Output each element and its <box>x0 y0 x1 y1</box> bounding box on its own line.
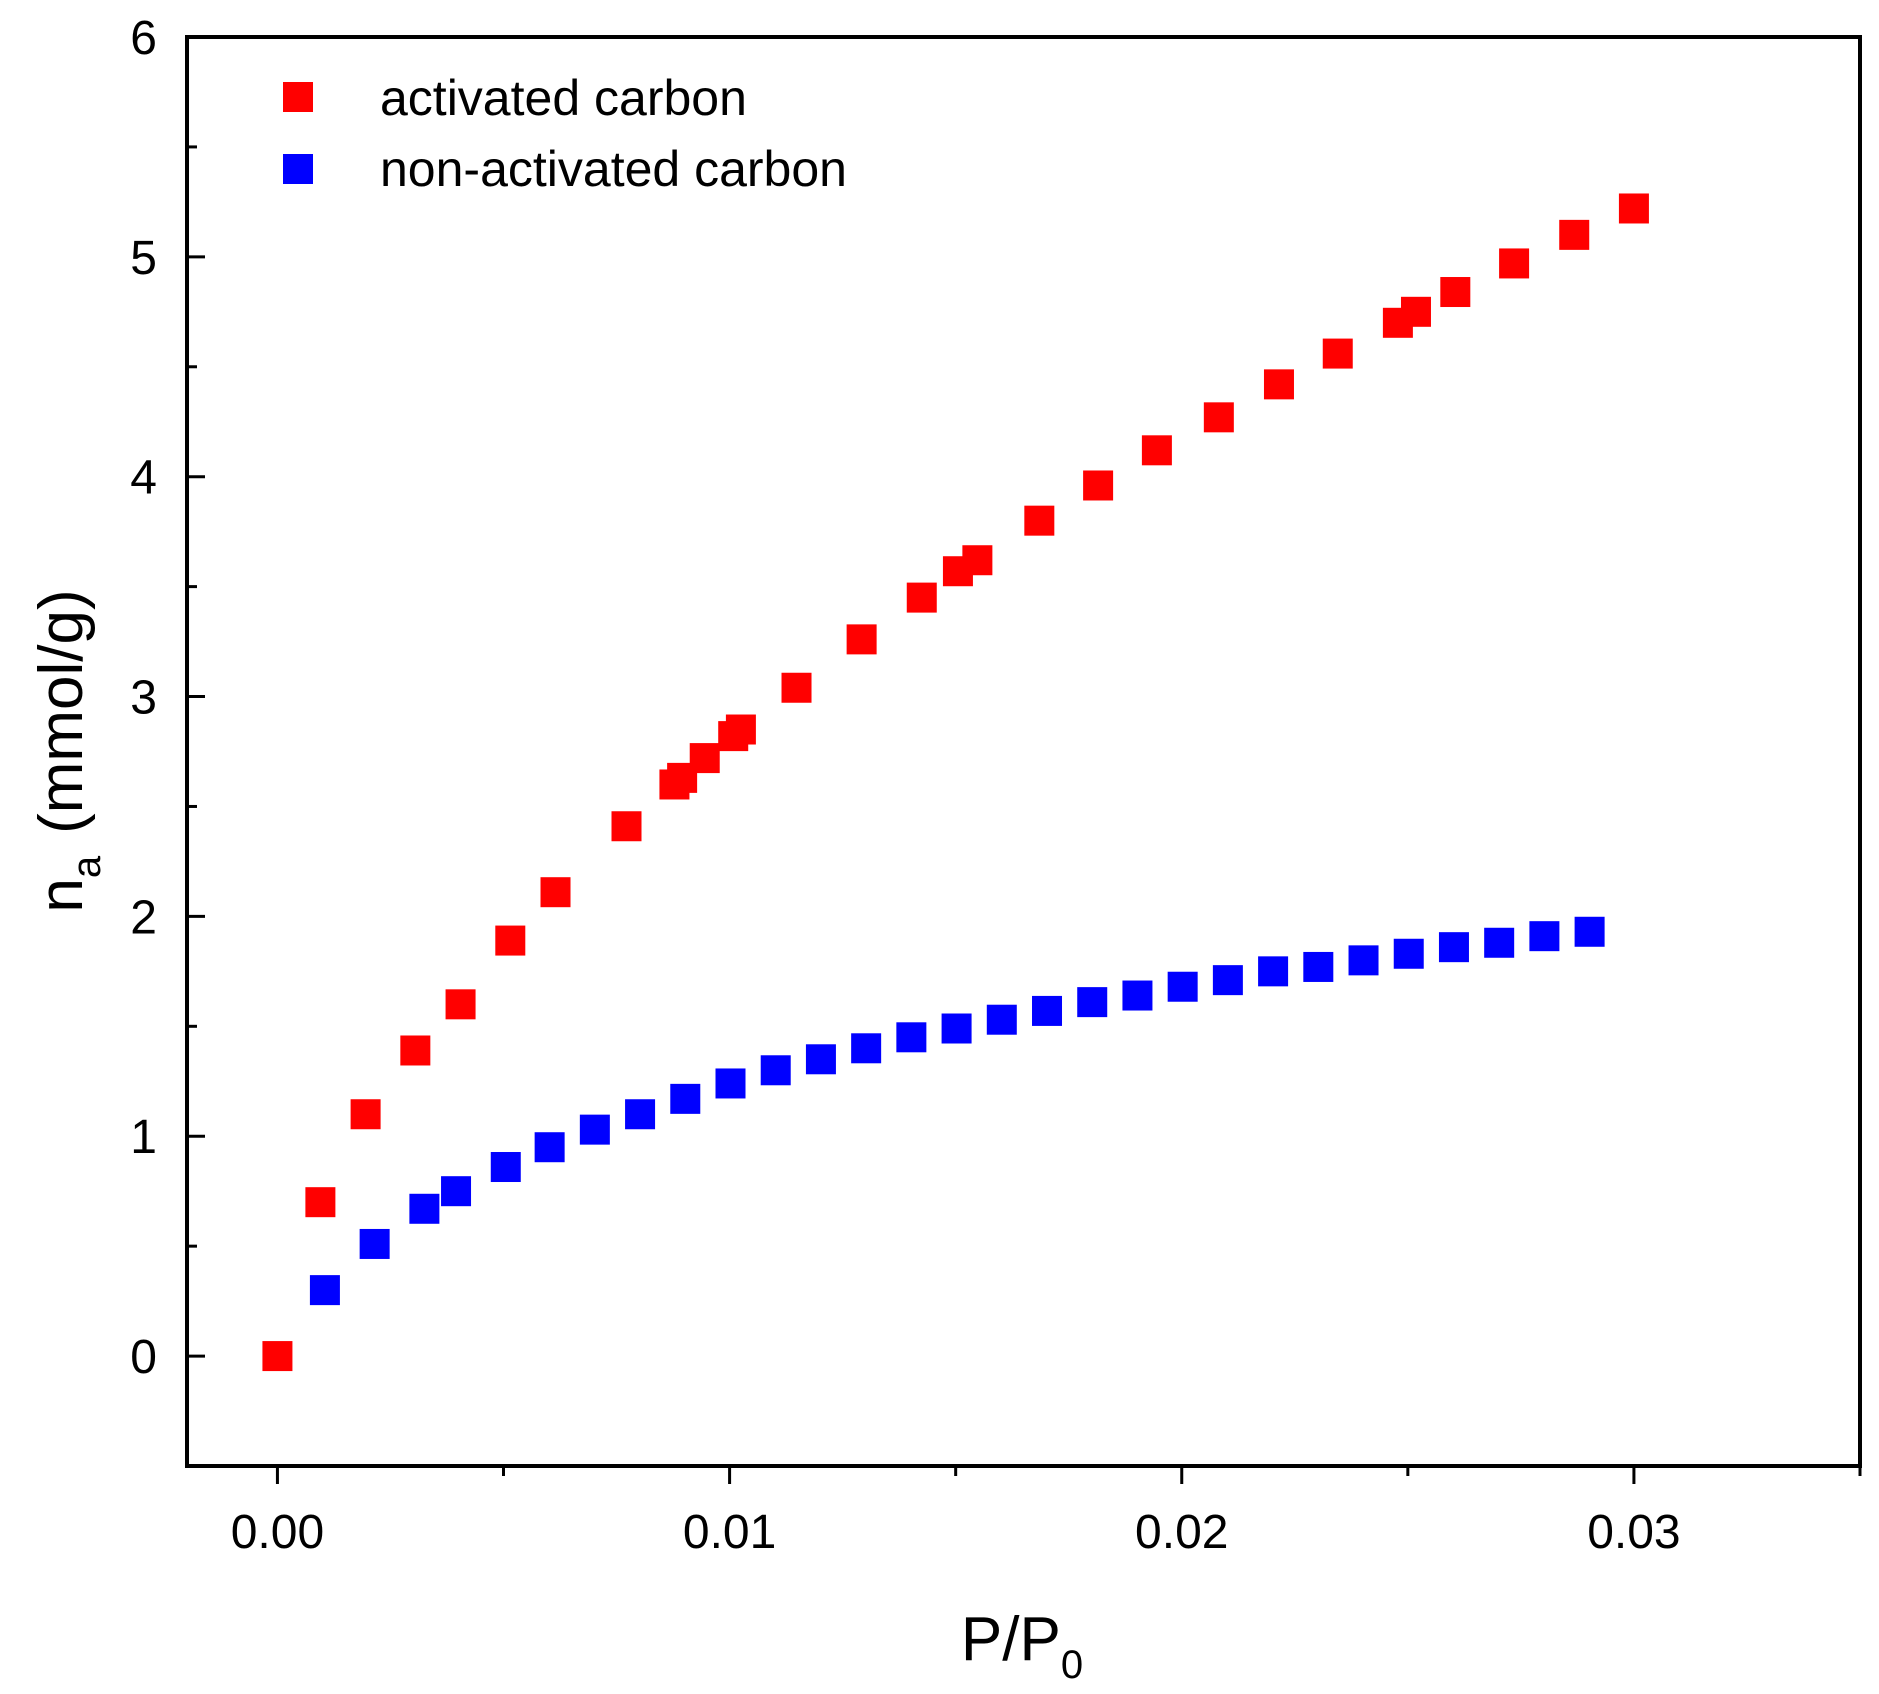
point-non-activated-carbon <box>409 1193 440 1224</box>
data-points <box>262 193 1649 1372</box>
point-non-activated-carbon <box>1303 951 1334 982</box>
point-activated-carbon <box>305 1187 336 1218</box>
point-activated-carbon <box>1400 296 1431 327</box>
point-non-activated-carbon <box>805 1044 836 1075</box>
y-axis-title-subscript: a <box>65 855 109 878</box>
point-activated-carbon <box>906 582 937 613</box>
point-non-activated-carbon <box>941 1013 972 1044</box>
legend: activated carbon non-activated carbon <box>283 70 847 197</box>
x-tick-label: 0.03 <box>1587 1506 1680 1559</box>
point-activated-carbon <box>1322 338 1353 369</box>
x-axis-title-main: P/P <box>961 1605 1061 1674</box>
x-tick-label: 0.01 <box>683 1506 776 1559</box>
point-non-activated-carbon <box>760 1055 791 1086</box>
axis-ticks: 0.00 0.01 0.02 0.03 0 1 2 3 4 5 6 <box>130 12 1862 1559</box>
plot-frame <box>185 35 1862 1468</box>
point-non-activated-carbon <box>441 1176 472 1207</box>
point-non-activated-carbon <box>359 1228 390 1259</box>
point-activated-carbon <box>846 624 877 655</box>
point-activated-carbon <box>350 1099 381 1130</box>
y-tick-label: 2 <box>130 891 157 944</box>
y-tick-label: 3 <box>130 672 157 725</box>
x-tick-label: 0.00 <box>231 1506 324 1559</box>
point-non-activated-carbon <box>490 1152 521 1183</box>
point-activated-carbon <box>495 925 526 956</box>
legend-marker-non-activated-carbon <box>283 154 313 184</box>
point-activated-carbon <box>1203 402 1234 433</box>
point-activated-carbon <box>962 545 993 576</box>
x-tick-label: 0.02 <box>1135 1506 1228 1559</box>
point-non-activated-carbon <box>1077 987 1108 1018</box>
y-axis-title-main: n <box>27 878 96 912</box>
point-non-activated-carbon <box>1348 945 1379 976</box>
point-non-activated-carbon <box>670 1083 701 1114</box>
y-axis-title: na (mmol/g) <box>27 589 109 912</box>
point-activated-carbon <box>1440 277 1471 308</box>
point-activated-carbon <box>400 1035 431 1066</box>
legend-label-non-activated-carbon: non-activated carbon <box>380 141 847 197</box>
point-non-activated-carbon <box>309 1275 340 1306</box>
y-axis-title-unit: (mmol/g) <box>27 589 96 834</box>
x-axis-title-subscript: 0 <box>1061 1643 1083 1687</box>
point-activated-carbon <box>1263 369 1294 400</box>
point-non-activated-carbon <box>1122 980 1153 1011</box>
y-tick-label: 5 <box>130 232 157 285</box>
point-activated-carbon <box>725 714 756 745</box>
point-activated-carbon <box>1024 505 1055 536</box>
point-non-activated-carbon <box>1167 971 1198 1002</box>
point-non-activated-carbon <box>896 1022 927 1053</box>
point-activated-carbon <box>540 877 571 908</box>
point-non-activated-carbon <box>1484 927 1515 958</box>
point-non-activated-carbon <box>851 1033 882 1064</box>
point-non-activated-carbon <box>1438 932 1469 963</box>
point-activated-carbon <box>1083 470 1114 501</box>
y-tick-label: 4 <box>130 452 157 505</box>
point-activated-carbon <box>1499 248 1530 279</box>
point-activated-carbon <box>1559 219 1590 250</box>
point-non-activated-carbon <box>1393 938 1424 969</box>
point-activated-carbon <box>1618 193 1649 224</box>
y-tick-label: 1 <box>130 1111 157 1164</box>
point-non-activated-carbon <box>1529 921 1560 952</box>
point-non-activated-carbon <box>1574 916 1605 947</box>
point-non-activated-carbon <box>1258 956 1289 987</box>
point-activated-carbon <box>445 989 476 1020</box>
point-non-activated-carbon <box>1032 995 1063 1026</box>
legend-marker-activated-carbon <box>283 82 313 112</box>
point-activated-carbon <box>689 743 720 774</box>
point-non-activated-carbon <box>986 1004 1017 1035</box>
point-activated-carbon <box>262 1341 293 1372</box>
point-activated-carbon <box>1141 435 1172 466</box>
legend-label-activated-carbon: activated carbon <box>380 70 747 126</box>
y-tick-label: 0 <box>130 1331 157 1384</box>
point-non-activated-carbon <box>625 1099 656 1130</box>
point-non-activated-carbon <box>579 1114 610 1145</box>
point-activated-carbon <box>781 672 812 703</box>
point-non-activated-carbon <box>715 1068 746 1099</box>
point-non-activated-carbon <box>534 1132 565 1163</box>
x-axis-title: P/P0 <box>961 1605 1083 1687</box>
point-non-activated-carbon <box>1212 965 1243 996</box>
y-tick-label: 6 <box>130 12 157 65</box>
point-activated-carbon <box>611 811 642 842</box>
